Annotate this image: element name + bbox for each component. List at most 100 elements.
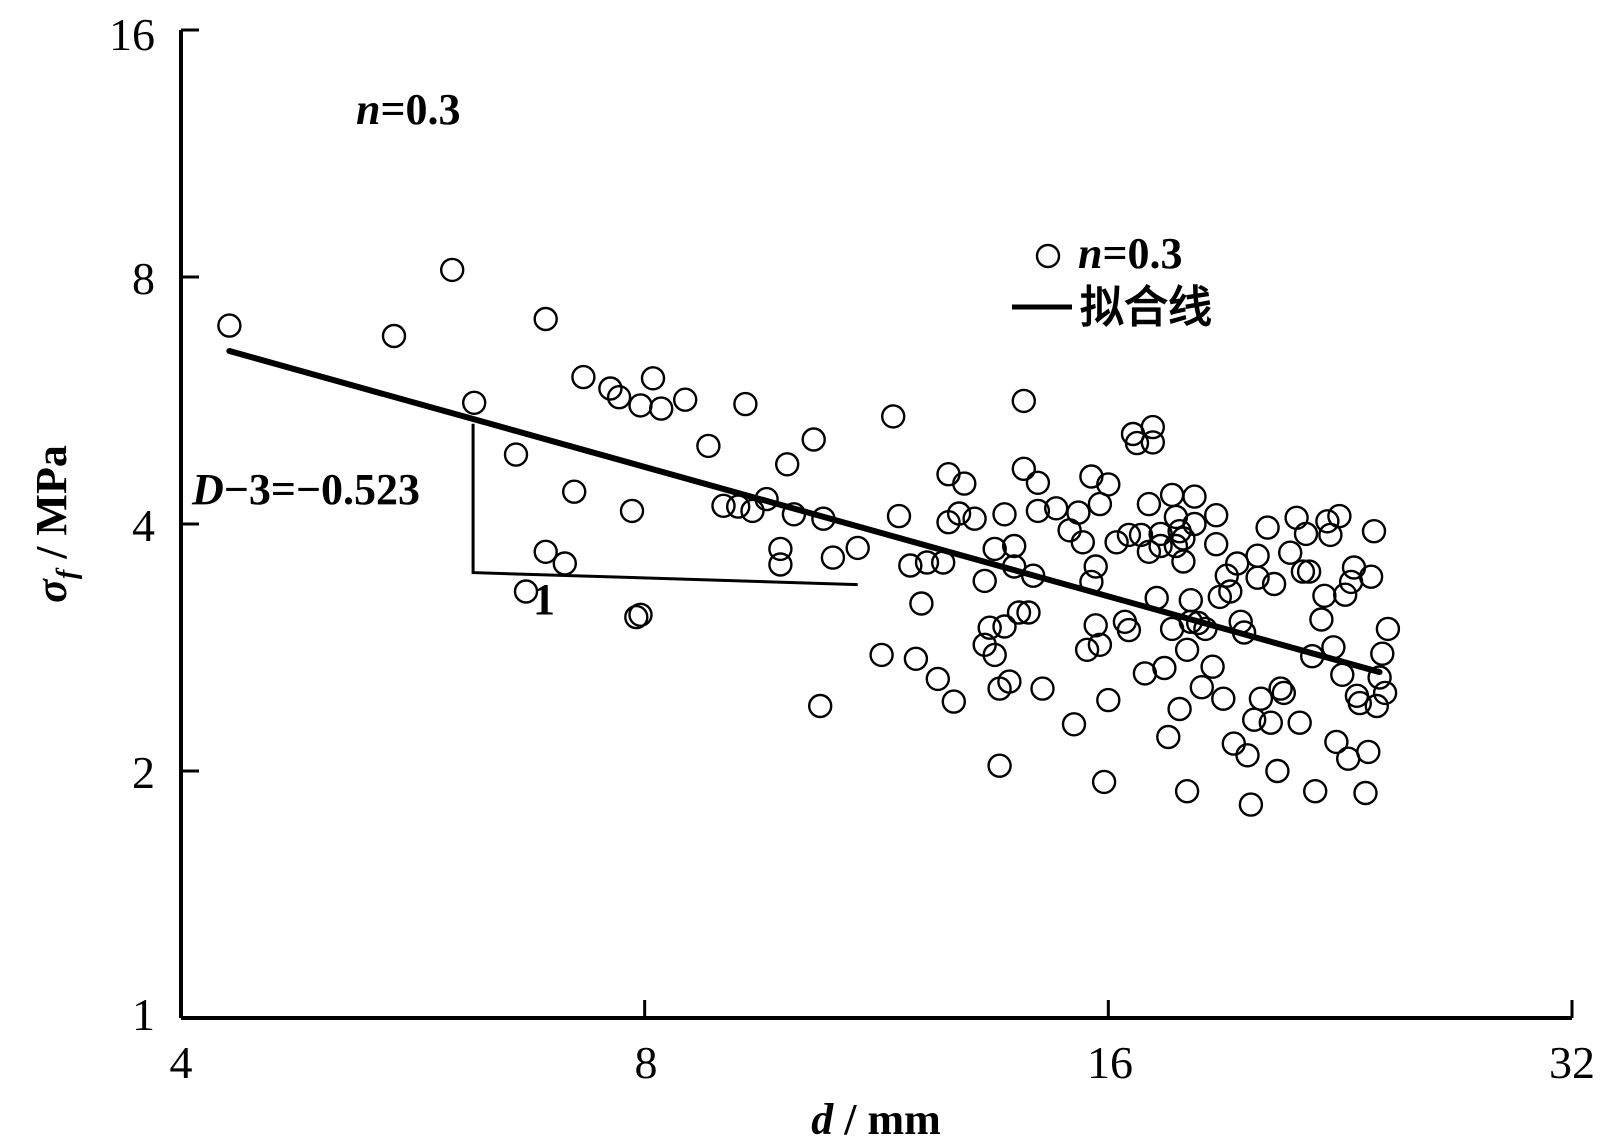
data-point xyxy=(869,642,894,668)
data-point xyxy=(898,553,923,578)
data-point xyxy=(1277,540,1303,565)
data-point xyxy=(962,506,987,531)
data-point xyxy=(903,646,929,671)
data-point xyxy=(1074,637,1100,662)
data-point xyxy=(1140,414,1166,440)
data-point xyxy=(768,552,793,577)
data-point xyxy=(1152,655,1177,681)
legend: n=0.3 拟合线 xyxy=(1012,229,1212,333)
data-point xyxy=(801,427,826,452)
data-point xyxy=(886,503,912,529)
slope-triangle xyxy=(471,423,858,587)
data-point xyxy=(914,550,940,575)
data-point xyxy=(1136,539,1162,564)
data-point xyxy=(775,452,800,477)
data-point xyxy=(1083,554,1108,579)
data-point xyxy=(1124,430,1150,456)
data-point xyxy=(987,753,1012,778)
data-point xyxy=(1203,532,1229,557)
data-point xyxy=(696,433,721,459)
legend-line-label: 拟合线 xyxy=(1080,282,1212,333)
data-point xyxy=(1096,472,1121,497)
data-point xyxy=(936,462,961,487)
data-point xyxy=(992,502,1017,527)
annotation-n: n=0.3 xyxy=(356,85,461,134)
data-point xyxy=(1203,503,1229,528)
data-point xyxy=(440,257,465,283)
y-tick-label: 1 xyxy=(132,989,155,1040)
y-axis-subscript: f xyxy=(52,567,83,579)
data-point xyxy=(997,669,1022,694)
data-point xyxy=(1171,549,1196,574)
data-point xyxy=(1178,588,1204,613)
data-point xyxy=(571,364,596,390)
data-point xyxy=(1087,632,1113,657)
data-point xyxy=(768,536,793,562)
data-point xyxy=(381,323,407,349)
data-point xyxy=(1224,551,1250,576)
data-point xyxy=(1159,482,1185,508)
y-axis-label: σf / MPa xyxy=(27,445,83,603)
data-point xyxy=(513,579,539,604)
data-point xyxy=(1353,780,1378,806)
data-point xyxy=(1116,522,1142,548)
x-axis-unit: / mm xyxy=(833,1095,941,1144)
data-point xyxy=(1096,687,1121,713)
data-point xyxy=(1271,680,1297,706)
data-point xyxy=(881,404,906,429)
data-point xyxy=(1083,613,1108,638)
data-point xyxy=(606,385,632,410)
data-point xyxy=(1347,690,1373,716)
data-point xyxy=(1148,533,1173,559)
data-point xyxy=(1293,521,1319,547)
y-axis-symbol: σ xyxy=(27,578,76,603)
data-point xyxy=(1335,746,1361,771)
data-point xyxy=(562,479,587,504)
x-axis-symbol: d xyxy=(811,1095,834,1144)
y-axis-unit: / MPa xyxy=(27,445,76,570)
data-point xyxy=(1156,724,1181,750)
y-tick-label: 8 xyxy=(132,253,155,304)
data-point xyxy=(462,390,487,415)
y-tick-labels: 16 8 4 2 1 xyxy=(109,9,155,1040)
x-tick-labels: 4 8 16 32 xyxy=(170,1037,1596,1088)
data-point xyxy=(1370,641,1395,666)
data-point xyxy=(1265,758,1290,784)
data-point xyxy=(598,376,623,401)
data-point xyxy=(1167,696,1192,722)
data-point xyxy=(808,693,833,719)
data-point xyxy=(820,545,846,570)
data-point xyxy=(628,393,653,418)
data-point xyxy=(733,391,758,417)
x-tick-label: 8 xyxy=(635,1037,658,1088)
data-point xyxy=(1330,662,1355,687)
data-point xyxy=(726,494,751,519)
slope-label: D−3=−0.523 xyxy=(191,465,420,514)
fit-line-group xyxy=(226,347,1383,676)
data-point xyxy=(972,568,997,594)
data-point xyxy=(909,591,934,616)
data-point xyxy=(533,539,558,564)
data-point xyxy=(1367,665,1392,690)
data-point xyxy=(1200,654,1225,679)
data-point xyxy=(1327,503,1352,529)
data-point xyxy=(624,604,649,630)
data-point xyxy=(711,493,736,518)
data-point xyxy=(1341,555,1367,580)
data-point xyxy=(1372,680,1398,706)
data-point xyxy=(1290,559,1316,584)
data-point xyxy=(1302,779,1328,804)
data-point xyxy=(1104,530,1129,555)
legend-scatter-label: n=0.3 xyxy=(1078,229,1183,278)
data-point xyxy=(982,642,1007,668)
data-point xyxy=(992,614,1017,639)
data-point xyxy=(1174,779,1200,804)
data-point xyxy=(1148,521,1173,547)
data-point xyxy=(1011,456,1036,481)
data-point xyxy=(619,498,645,524)
y-tick-label: 2 xyxy=(132,747,155,798)
data-point xyxy=(925,666,950,692)
data-point xyxy=(1268,676,1293,701)
data-point xyxy=(1066,500,1091,525)
